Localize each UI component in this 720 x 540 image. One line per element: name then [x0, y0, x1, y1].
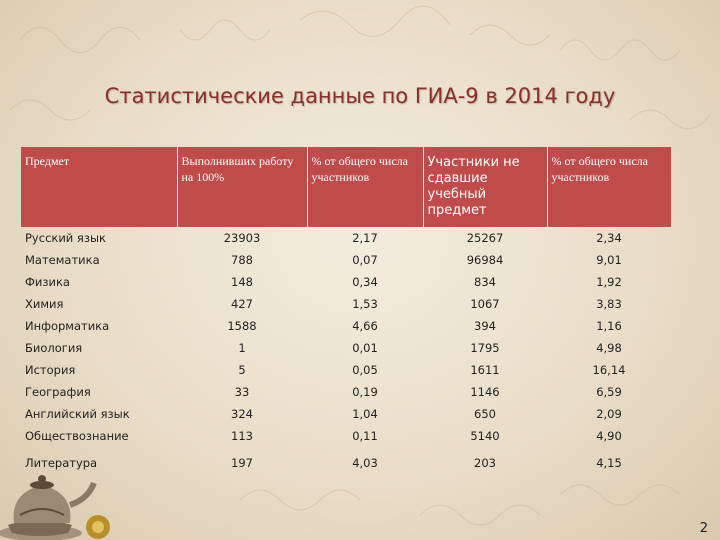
percent-full-score-cell: 2,17	[352, 231, 378, 245]
percent-failed-cell: 1,92	[596, 275, 622, 289]
subject-cell: Биология	[25, 341, 83, 355]
failed-cell: 203	[474, 456, 496, 470]
full-score-cell: 33	[234, 385, 250, 399]
header-full-score: Выполнивших работу на 100%	[177, 147, 308, 227]
percent-failed-cell: 6,59	[596, 385, 622, 399]
table-row: Литература 197 4,03 203 4,15	[21, 447, 671, 479]
statistics-table: Предмет Выполнивших работу на 100% % от …	[21, 147, 671, 479]
percent-full-score-cell: 0,11	[352, 429, 378, 443]
subject-cell: Обществознание	[25, 429, 129, 443]
header-percent-full-score: % от общего числа участников	[307, 147, 424, 227]
percent-full-score-cell: 0,07	[352, 253, 378, 267]
full-score-cell: 148	[231, 275, 253, 289]
subject-cell: История	[25, 363, 76, 377]
full-score-cell: 427	[231, 297, 253, 311]
percent-full-score-cell: 4,66	[352, 319, 378, 333]
full-score-cell: 788	[231, 253, 253, 267]
percent-failed-cell: 16,14	[592, 363, 626, 377]
percent-full-score-cell: 0,19	[352, 385, 378, 399]
table-row: История 5 0,05 1611 16,14	[21, 359, 671, 381]
header-percent-failed: % от общего числа участников	[547, 147, 671, 227]
percent-full-score-cell: 4,03	[352, 456, 378, 470]
subject-cell: Информатика	[25, 319, 110, 333]
failed-cell: 650	[474, 407, 496, 421]
table-row: Английский язык 324 1,04 650 2,09	[21, 403, 671, 425]
table-row: Химия 427 1,53 1067 3,83	[21, 293, 671, 315]
failed-cell: 1146	[470, 385, 500, 399]
percent-failed-cell: 2,09	[596, 407, 622, 421]
subject-cell: География	[25, 385, 91, 399]
failed-cell: 394	[474, 319, 496, 333]
table-row: Русский язык 23903 2,17 25267 2,34	[21, 227, 671, 249]
header-failed: Участники не сдавшие учебный предмет	[423, 147, 548, 227]
full-score-cell: 23903	[223, 231, 261, 245]
subject-cell: Русский язык	[25, 231, 106, 245]
subject-cell: Английский язык	[25, 407, 130, 421]
full-score-cell: 1	[238, 341, 246, 355]
page-title: Статистические данные по ГИА-9 в 2014 го…	[104, 84, 616, 108]
page-number: 2	[699, 521, 708, 536]
full-score-cell: 113	[231, 429, 253, 443]
table-row: Информатика 1588 4,66 394 1,16	[21, 315, 671, 337]
subject-cell: Математика	[25, 253, 100, 267]
percent-full-score-cell: 1,04	[352, 407, 378, 421]
table-row: Биология 1 0,01 1795 4,98	[21, 337, 671, 359]
percent-full-score-cell: 0,34	[352, 275, 378, 289]
table-row: Физика 148 0,34 834 1,92	[21, 271, 671, 293]
failed-cell: 1611	[470, 363, 500, 377]
teapot-icon	[0, 475, 110, 540]
table-row: География 33 0,19 1146 6,59	[21, 381, 671, 403]
table-header-row: Предмет Выполнивших работу на 100% % от …	[21, 147, 671, 227]
table-row: Математика 788 0,07 96984 9,01	[21, 249, 671, 271]
full-score-cell: 5	[238, 363, 246, 377]
percent-failed-cell: 3,83	[596, 297, 622, 311]
percent-failed-cell: 9,01	[596, 253, 622, 267]
full-score-cell: 1588	[227, 319, 257, 333]
subject-cell: Физика	[25, 275, 70, 289]
subject-cell: Литература	[25, 456, 98, 470]
table-row: Обществознание 113 0,11 5140 4,90	[21, 425, 671, 447]
percent-failed-cell: 1,16	[596, 319, 622, 333]
failed-cell: 25267	[466, 231, 504, 245]
percent-failed-cell: 4,15	[596, 456, 622, 470]
failed-cell: 5140	[470, 429, 500, 443]
failed-cell: 834	[474, 275, 496, 289]
full-score-cell: 197	[231, 456, 253, 470]
percent-failed-cell: 2,34	[596, 231, 622, 245]
percent-full-score-cell: 0,01	[352, 341, 378, 355]
failed-cell: 1795	[470, 341, 500, 355]
failed-cell: 1067	[470, 297, 500, 311]
percent-failed-cell: 4,98	[596, 341, 622, 355]
percent-full-score-cell: 0,05	[352, 363, 378, 377]
failed-cell: 96984	[466, 253, 504, 267]
percent-full-score-cell: 1,53	[352, 297, 378, 311]
percent-failed-cell: 4,90	[596, 429, 622, 443]
full-score-cell: 324	[231, 407, 253, 421]
subject-cell: Химия	[25, 297, 64, 311]
header-subject: Предмет	[21, 147, 178, 227]
